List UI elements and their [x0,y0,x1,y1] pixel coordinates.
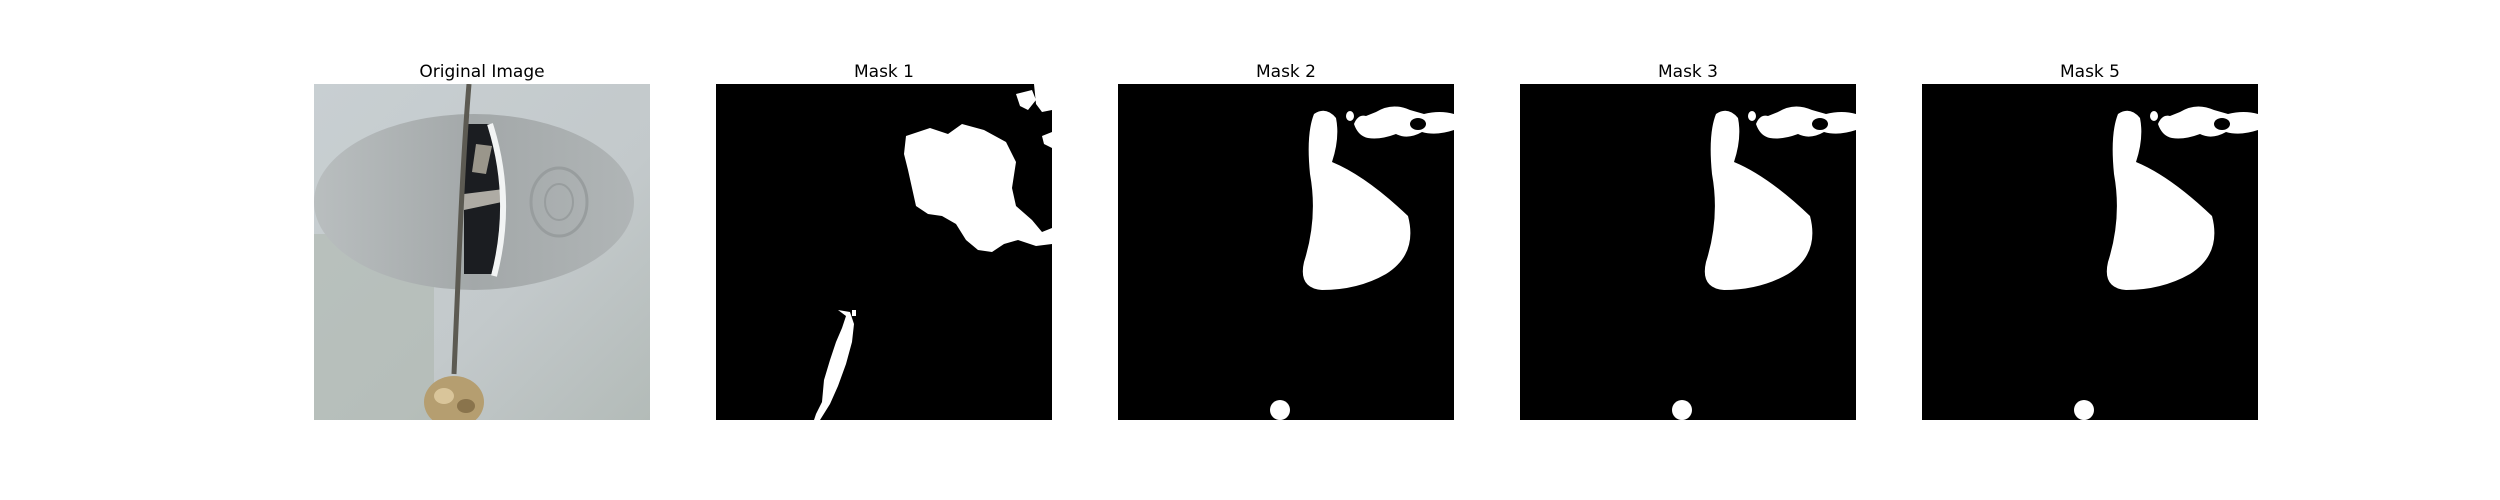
mask-region [2074,106,2258,420]
panel-original: Original Image [314,60,650,420]
mask-region [1672,106,1856,420]
mask3-image [1520,84,1856,420]
original-photo [314,84,650,420]
panel-mask1: Mask 1 [716,60,1052,420]
panel-title: Mask 2 [1255,62,1316,82]
panel-mask3: Mask 3 [1520,60,1856,420]
mask5-image [1922,84,2258,420]
panel-title: Mask 1 [853,62,914,82]
panel-mask2: Mask 2 [1118,60,1454,420]
mask-region [1270,106,1454,420]
panel-mask5: Mask 5 [1922,60,2258,420]
mask1-image [716,84,1052,420]
panel-title: Mask 3 [1657,62,1718,82]
mask2-image [1118,84,1454,420]
mask-region [904,124,1052,252]
panel-title: Mask 5 [2059,62,2120,82]
panel-title: Original Image [419,62,545,82]
